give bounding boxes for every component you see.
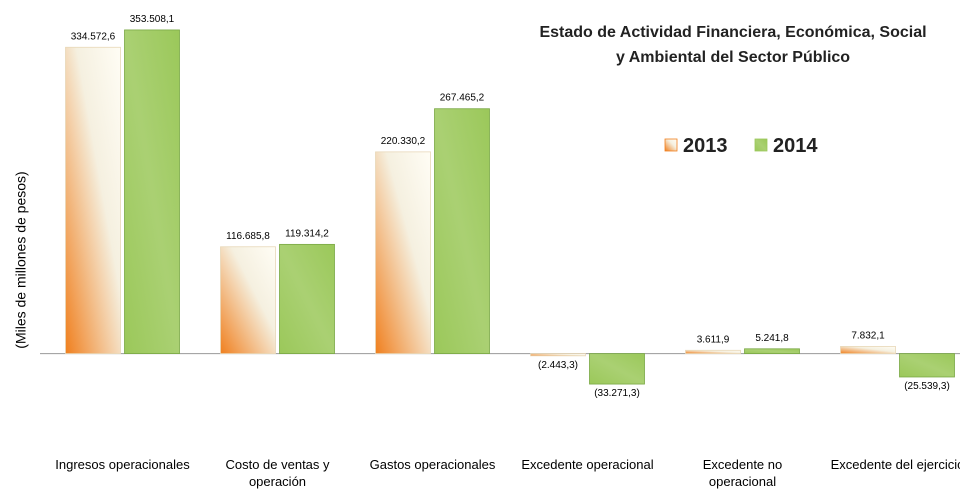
bar bbox=[434, 108, 490, 355]
data-label: 5.241,8 bbox=[755, 333, 789, 344]
legend-label: 2013 bbox=[683, 135, 728, 157]
bar bbox=[685, 349, 741, 354]
bar bbox=[899, 353, 955, 378]
data-label: 353.508,1 bbox=[130, 14, 175, 25]
data-label: (2.443,3) bbox=[538, 360, 578, 371]
data-label: 7.832,1 bbox=[851, 330, 885, 341]
x-tick-label: Gastos operacionales bbox=[369, 457, 496, 472]
bar bbox=[589, 353, 645, 385]
x-tick-label: Excedente operacional bbox=[521, 457, 654, 472]
y-axis-label: (Miles de millones de pesos) bbox=[13, 171, 29, 348]
data-label: 119.314,2 bbox=[285, 228, 329, 239]
data-label: 267.465,2 bbox=[440, 93, 485, 104]
data-label: 220.330,2 bbox=[381, 136, 426, 147]
chart-title: Estado de Actividad Financiera, Económic… bbox=[539, 24, 927, 66]
x-tick-label: Costo de ventas y operación bbox=[225, 457, 330, 489]
bar bbox=[124, 29, 180, 355]
x-tick-label: Ingresos operacionales bbox=[55, 457, 190, 472]
bar bbox=[65, 46, 121, 354]
data-label: 334.572,6 bbox=[71, 31, 116, 42]
legend-swatch bbox=[664, 138, 678, 152]
legend-swatch bbox=[754, 138, 768, 152]
bar bbox=[279, 243, 335, 354]
data-label: (25.539,3) bbox=[904, 381, 950, 392]
x-tick-label: Excedente del ejercicio bbox=[830, 457, 960, 472]
x-tick-label: Excedente no operacional bbox=[702, 457, 783, 489]
data-label: 3.611,9 bbox=[697, 334, 730, 345]
bar bbox=[375, 151, 431, 354]
bar bbox=[840, 346, 896, 355]
data-label: 116.685,8 bbox=[226, 231, 270, 242]
bar bbox=[530, 353, 586, 357]
legend-label: 2014 bbox=[773, 135, 818, 157]
bar bbox=[220, 246, 276, 354]
bar bbox=[744, 348, 800, 355]
data-label: (33.271,3) bbox=[594, 388, 640, 399]
